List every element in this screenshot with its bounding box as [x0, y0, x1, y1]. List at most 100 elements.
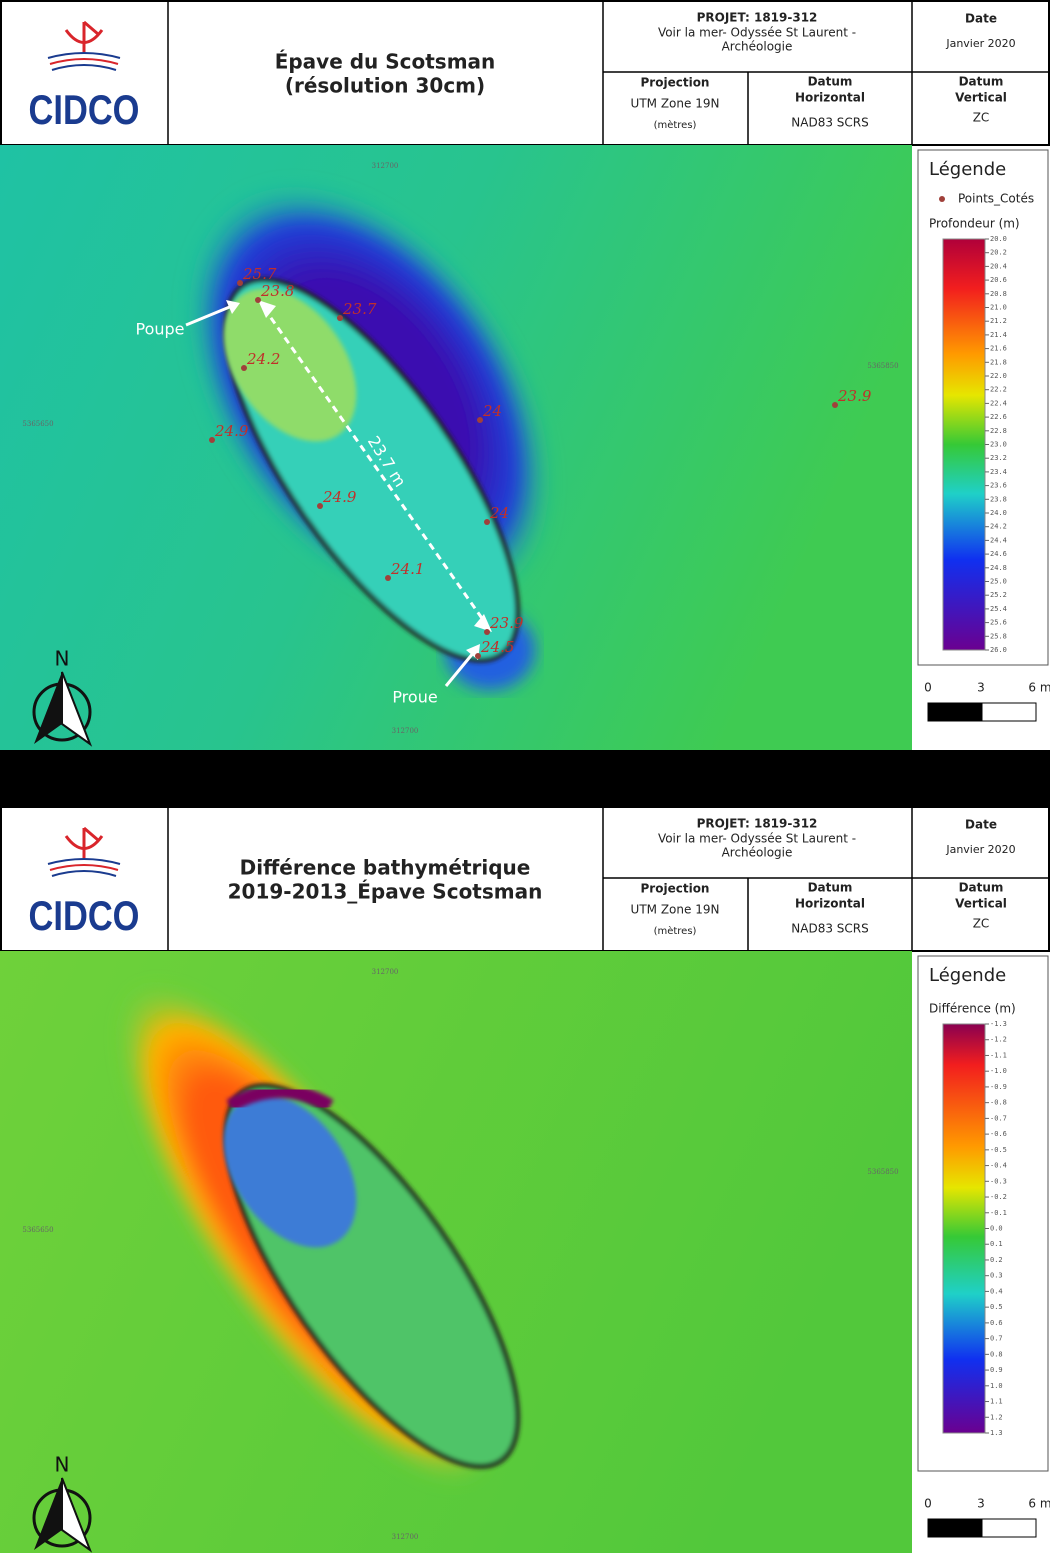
annotation: Proue [392, 688, 437, 707]
projection-label: Projection [641, 76, 710, 90]
ramp-tick-label: 25.0 [990, 578, 1007, 586]
project-description: Voir la mer- Odyssée St Laurent - [658, 832, 856, 846]
ramp-tick-label: 21.2 [990, 317, 1007, 325]
datum-h-label: Horizontal [795, 897, 865, 911]
ramp-tick-label: 20.8 [990, 290, 1007, 298]
ramp-tick-label: 21.6 [990, 345, 1007, 353]
datum-v-value: ZC [973, 917, 990, 931]
ramp-tick-label: 20.6 [990, 276, 1007, 284]
date-label: Date [965, 12, 997, 26]
projection-unit: (mètres) [654, 925, 697, 937]
north-label: N [55, 1453, 70, 1477]
ramp-tick-label: 0.9 [990, 1366, 1003, 1374]
datum-h-label: Horizontal [795, 91, 865, 105]
datum-v-label: Datum [959, 75, 1004, 89]
scale-bar [982, 1519, 1036, 1537]
ramp-tick-label: 0.8 [990, 1350, 1003, 1358]
scale-bar [928, 1519, 982, 1537]
ramp-tick-label: 20.2 [990, 249, 1007, 257]
legend-point [939, 196, 945, 202]
ramp-tick-label: 22.6 [990, 413, 1007, 421]
ramp-tick-label: -0.8 [990, 1099, 1007, 1107]
ramp-tick-label: 1.0 [990, 1382, 1003, 1390]
ramp-tick-label: -0.4 [990, 1162, 1007, 1170]
page: CIDCO Épave du Scotsman(résolution 30cm) P… [0, 0, 1050, 1553]
color-ramp [943, 1024, 985, 1433]
ramp-tick-label: -0.3 [990, 1177, 1007, 1185]
logo-text: CIDCO [29, 893, 140, 940]
date-value: Janvier 2020 [945, 843, 1015, 856]
ramp-tick-label: 20.0 [990, 235, 1007, 243]
ramp-tick-label: 0.2 [990, 1256, 1003, 1264]
color-ramp [943, 239, 985, 650]
separator [0, 750, 1050, 806]
legend-points-label: Points_Cotés [958, 192, 1034, 206]
date-value: Janvier 2020 [945, 37, 1015, 50]
map-title: Différence bathymétrique [240, 856, 531, 880]
projection-unit: (mètres) [654, 119, 697, 131]
legend-title: Légende [929, 159, 1006, 180]
coord-label: 312700 [372, 968, 399, 976]
ramp-tick-label: 1.2 [990, 1413, 1003, 1421]
scale-label: 3 [977, 1497, 985, 1511]
logo-text: CIDCO [29, 87, 140, 134]
datum-v-label: Datum [959, 881, 1004, 895]
ramp-tick-label: 24.4 [990, 536, 1007, 544]
datum-v-label: Vertical [955, 897, 1007, 911]
legend-ramp-title: Différence (m) [929, 1002, 1016, 1016]
ramp-tick-label: 0.4 [990, 1287, 1003, 1295]
ramp-tick-label: 24.6 [990, 550, 1007, 558]
header-frame [1, 1, 1049, 145]
coord-label: 312700 [372, 162, 399, 170]
ramp-tick-label: 24.2 [990, 523, 1007, 531]
project-description: Archéologie [722, 846, 793, 860]
map-title: Épave du Scotsman [275, 50, 496, 74]
datum-h-label: Datum [808, 75, 853, 89]
ramp-tick-label: 0.5 [990, 1303, 1003, 1311]
datum-v-value: ZC [973, 111, 990, 125]
project-description: Voir la mer- Odyssée St Laurent - [658, 26, 856, 40]
ramp-tick-label: -0.1 [990, 1209, 1007, 1217]
map-title: 2019-2013_Épave Scotsman [228, 880, 543, 904]
ramp-tick-label: 0.3 [990, 1272, 1003, 1280]
ramp-tick-label: 23.6 [990, 482, 1007, 490]
ramp-tick-label: -1.1 [990, 1051, 1007, 1059]
ramp-tick-label: 26.0 [990, 646, 1007, 654]
scale-bar [982, 703, 1036, 721]
scale-bar [928, 703, 982, 721]
depth-label: 23.7 [342, 300, 377, 318]
ramp-tick-label: -0.6 [990, 1130, 1007, 1138]
depth-label: 24.9 [214, 422, 249, 440]
ramp-tick-label: 24.8 [990, 564, 1007, 572]
depth-label: 23.9 [837, 387, 872, 405]
ramp-tick-label: 1.3 [990, 1429, 1003, 1437]
ramp-tick-label: 25.2 [990, 591, 1007, 599]
depth-label: 25.7 [242, 265, 277, 283]
ramp-tick-label: -0.2 [990, 1193, 1007, 1201]
ramp-tick-label: 20.4 [990, 262, 1007, 270]
map-title: (résolution 30cm) [285, 74, 485, 98]
datum-v-label: Vertical [955, 91, 1007, 105]
ramp-tick-label: 21.8 [990, 358, 1007, 366]
ramp-tick-label: -1.2 [990, 1036, 1007, 1044]
map [0, 934, 912, 1553]
ramp-tick-label: -1.0 [990, 1067, 1007, 1075]
depth-label: 24.5 [480, 638, 514, 656]
ramp-tick-label: 0.7 [990, 1335, 1003, 1343]
depth-label: 24.2 [246, 350, 280, 368]
depth-label: 24.9 [322, 488, 357, 506]
projection-label: Projection [641, 882, 710, 896]
ramp-tick-label: 21.0 [990, 304, 1007, 312]
annotation: Poupe [135, 320, 184, 339]
ramp-tick-label: 22.8 [990, 427, 1007, 435]
project-description: Archéologie [722, 40, 793, 54]
ramp-tick-label: 25.6 [990, 619, 1007, 627]
legend-ramp-title: Profondeur (m) [929, 217, 1020, 231]
depth-label: 24 [482, 402, 502, 420]
ramp-tick-label: -0.7 [990, 1114, 1007, 1122]
scale-label: 0 [924, 681, 932, 695]
datum-h-value: NAD83 SCRS [791, 116, 868, 130]
ramp-tick-label: 23.4 [990, 468, 1007, 476]
ramp-tick-label: 24.0 [990, 509, 1007, 517]
coord-label: 5365850 [867, 1168, 898, 1176]
